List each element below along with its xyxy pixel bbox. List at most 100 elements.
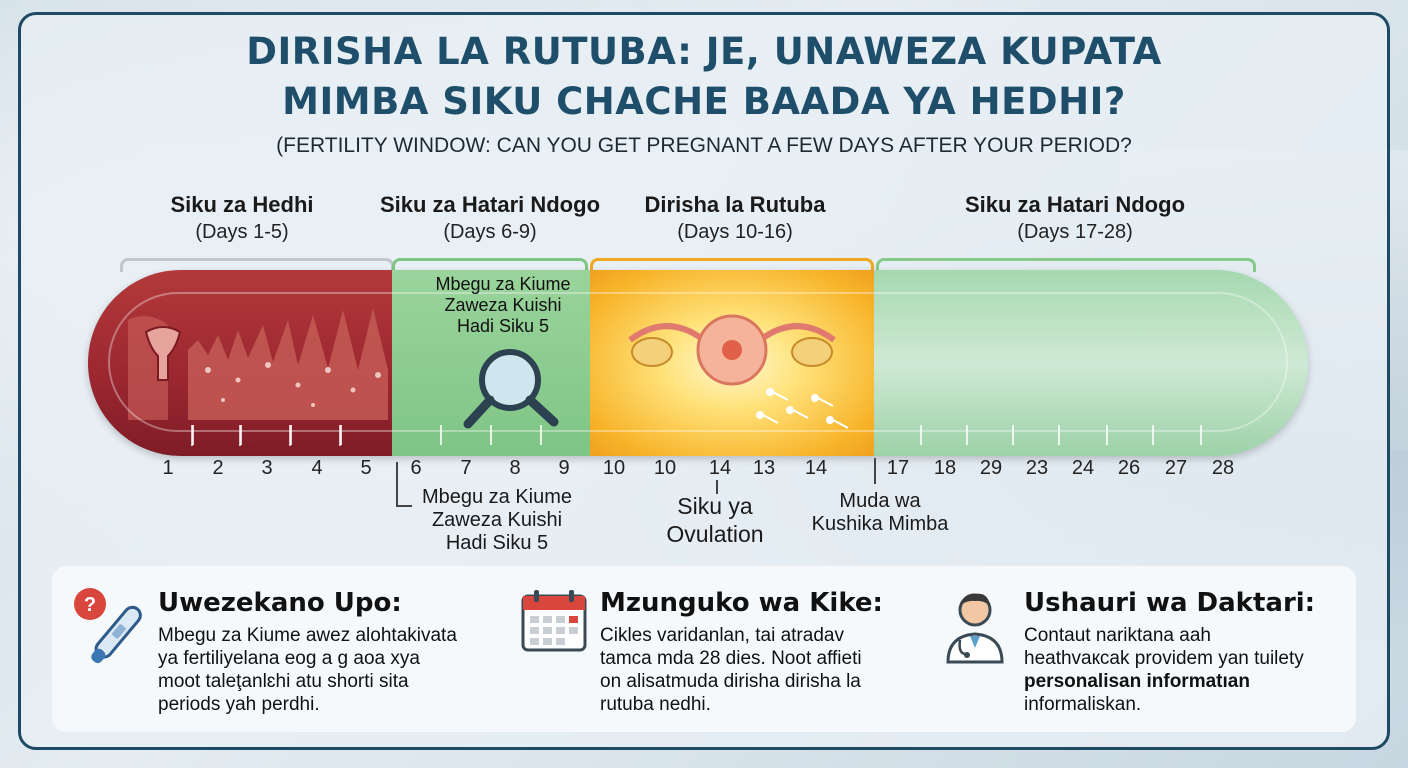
tick: [540, 425, 542, 445]
card-1-line: periods yah perdhi.: [158, 694, 320, 715]
timeline-tube: [88, 270, 1308, 456]
day-number: 2: [212, 457, 224, 479]
card-1-line: moot taleţanlɛhi atu shorti sita: [158, 671, 409, 692]
card-2-line: tamca mda 28 dies. Noot affieti: [600, 648, 862, 669]
day-number: 17: [886, 457, 910, 479]
doctor-icon: [946, 593, 1004, 664]
bracket-low-risk-2: [876, 258, 1256, 272]
card-3-title: Ushauri wa Daktari:: [1024, 588, 1316, 618]
ovary-egg-illustration: [628, 314, 849, 429]
inside-note-line-3: Hadi Siku 5: [456, 316, 550, 336]
tick: [920, 425, 922, 445]
ovulation-note: Siku ya Ovulation: [640, 492, 790, 548]
subtitle: (FERTILITY WINDOW: CAN YOU GET PREGNANT …: [276, 134, 1132, 157]
card-1-title: Uwezekano Upo:: [158, 588, 402, 618]
card-3-line: personalisan informatıan: [1024, 671, 1250, 692]
day-number: 5: [360, 457, 372, 479]
tick: [966, 425, 968, 445]
phase-fertile-name: Dirisha la Rutuba: [644, 192, 826, 217]
card-2-line: Cikles varidanlan, tai atradav: [600, 625, 844, 646]
tick: [1106, 425, 1108, 445]
tick: [290, 425, 292, 445]
sperm-note-line-2: Zaweza Kuishi: [431, 509, 563, 531]
segment-fertile: [590, 270, 874, 456]
day-number: 27: [1164, 457, 1188, 479]
card-3-text: Contaut nariktana aah heathvaкcak provid…: [1024, 624, 1344, 716]
cycle-timeline-bar: [88, 270, 1308, 456]
sperm-survival-note-below: Mbegu za Kiume Zaweza Kuishi Hadi Siku 5: [408, 486, 586, 555]
card-3-line: heathvaкcak providem yan tuilety: [1024, 648, 1304, 669]
day-number: 28: [1211, 457, 1235, 479]
day-number: 29: [979, 457, 1003, 479]
tick: [240, 425, 242, 445]
ovary-left-icon: [631, 337, 673, 367]
sperm-note-marker-hook: [396, 505, 412, 507]
sperm-icon: [756, 388, 849, 429]
day-number: 23: [1025, 457, 1049, 479]
tick: [440, 425, 442, 445]
card-1-line: Mbegu za Kiume awez alohtakivata: [158, 625, 457, 646]
phase-menstrual-name: Siku za Hedhi: [170, 192, 314, 217]
sperm-note-line-3: Hadi Siku 5: [445, 532, 549, 554]
bracket-low-risk-1: [392, 258, 588, 272]
ovulation-note-line-2: Ovulation: [666, 521, 764, 547]
card-2-title: Mzunguko wa Kike:: [600, 588, 883, 618]
day-number: 14: [804, 457, 828, 479]
tick: [1058, 425, 1060, 445]
day-number: 7: [460, 457, 472, 479]
sperm-note-line-1: Mbegu za Kiume: [421, 486, 573, 508]
inside-note-line-1: Mbegu za Kiume: [435, 274, 571, 294]
day-number: 1: [162, 457, 174, 479]
conception-note: Muda wa Kushika Mimba: [800, 490, 960, 536]
calendar-icon: [521, 590, 587, 652]
conception-note-line-1: Muda wa: [839, 490, 921, 512]
card-3-line: Contaut nariktana aah: [1024, 625, 1211, 646]
day-number: 24: [1071, 457, 1095, 479]
ovary-right-icon: [791, 337, 833, 367]
day-number: 4: [311, 457, 323, 479]
card-2-line: rutuba nedhi.: [600, 694, 711, 715]
tick: [1200, 425, 1202, 445]
card-1-text: Mbegu za Kiume awez alohtakivata ya fert…: [158, 624, 498, 716]
day-number: 18: [933, 457, 957, 479]
day-number: 26: [1117, 457, 1141, 479]
svg-text:?: ?: [84, 594, 96, 616]
title-line-2: MIMBA SIKU CHACHE BAADA YA HEDHI?: [282, 80, 1126, 123]
day-number: 13: [752, 457, 776, 479]
phase-low-risk-1-name: Siku za Hatari Ndogo: [379, 192, 601, 217]
phase-low-risk-1-days: (Days 6-9): [443, 221, 537, 243]
phase-low-risk-2-days: (Days 17-28): [1017, 221, 1133, 243]
phase-fertile-days: (Days 10-16): [677, 221, 793, 243]
tick: [192, 425, 194, 445]
phase-low-risk-2-name: Siku za Hatari Ndogo: [964, 192, 1186, 217]
ovulation-note-line-1: Siku ya: [677, 493, 753, 519]
ovulation-marker: [716, 480, 718, 494]
sperm-survival-note-inside: Mbegu za Kiume Zaweza Kuishi Hadi Siku 5: [410, 274, 596, 337]
card-1-line: ya fertiliyelana eog a g aoa xya: [158, 648, 420, 669]
tick: [1012, 425, 1014, 445]
day-number: 9: [558, 457, 570, 479]
day-number: 10: [602, 457, 626, 479]
question-pregnancy-test-icon: ?: [74, 588, 142, 664]
tick: [340, 425, 342, 445]
info-panel: [52, 566, 1356, 732]
day-number: 14: [708, 457, 732, 479]
tube-highlight: [108, 292, 1288, 432]
card-2-text: Cikles varidanlan, tai atradav tamca mda…: [600, 624, 920, 716]
conception-note-line-2: Kushika Mimba: [811, 513, 949, 535]
inside-note-line-2: Zaweza Kuishi: [444, 295, 562, 315]
day-number: 6: [410, 457, 422, 479]
magnifier-icon: [463, 349, 559, 429]
day-number: 10: [653, 457, 677, 479]
title-line-1: DIRISHA LA RUTUBA: JE, UNAWEZA KUPATA: [246, 30, 1162, 73]
day-number: 8: [509, 457, 521, 479]
tick: [1152, 425, 1154, 445]
conception-marker: [874, 458, 876, 484]
card-3-line: informaliskan.: [1024, 694, 1142, 715]
sperm-note-marker: [396, 462, 398, 506]
card-2-line: on alisatmuda dirisha dirisha la: [600, 671, 861, 692]
day-number: 3: [261, 457, 273, 479]
bracket-fertile: [590, 258, 874, 272]
tick: [490, 425, 492, 445]
phase-menstrual-days: (Days 1-5): [195, 221, 289, 243]
